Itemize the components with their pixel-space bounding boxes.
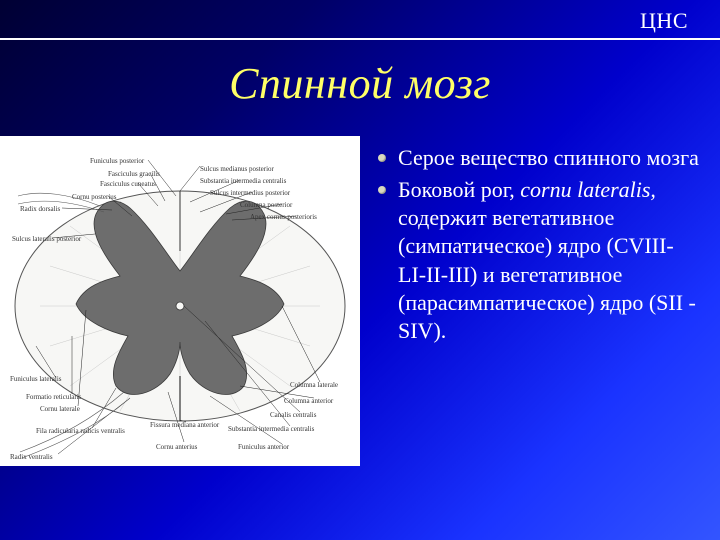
- page-title: Спинной мозг: [0, 58, 720, 109]
- anatomy-label: Columna posterior: [240, 202, 292, 209]
- anatomy-label: Fasciculus cuneatus: [100, 181, 156, 188]
- header-underline: [0, 38, 720, 40]
- anatomy-label: Radix dorsalis: [20, 206, 60, 213]
- anatomy-label: Columna laterale: [290, 382, 338, 389]
- anatomy-label: Sulcus intermedius posterior: [210, 190, 290, 197]
- bullet-item: Серое вещество спинного мозга: [378, 144, 700, 172]
- anatomy-label: Formatio reticularis: [26, 394, 81, 401]
- anatomy-figure: Funiculus posterior Fasciculus gracilis Fa…: [0, 136, 360, 466]
- bullet-text: Серое вещество спинного мозга: [398, 144, 700, 172]
- anatomy-label: Substantia intermedia centralis: [200, 178, 286, 185]
- anatomy-label: Substantia intermedia centralis: [228, 426, 314, 433]
- anatomy-label: Apex cornus posterioris: [250, 214, 317, 221]
- header-label: ЦНС: [640, 8, 688, 34]
- anatomy-label: Funiculus anterior: [238, 444, 289, 451]
- anatomy-label: Fila radicularia radicis ventralis: [36, 428, 125, 435]
- anatomy-label: Radix ventralis: [10, 454, 53, 461]
- anatomy-label: Columna anterior: [284, 398, 333, 405]
- anatomy-label: Sulcus lateralis posterior: [12, 236, 81, 243]
- anatomy-label: Canalis centralis: [270, 412, 316, 419]
- bullet-dot-icon: [378, 154, 386, 162]
- bullet-text: Боковой рог, cornu lateralis, содержит в…: [398, 176, 700, 345]
- content-row: Funiculus posterior Fasciculus gracilis Fa…: [0, 136, 720, 540]
- anatomy-label: Sulcus medianus posterior: [200, 166, 274, 173]
- anatomy-label: Cornu laterale: [40, 406, 80, 413]
- anatomy-label: Cornu posterius: [72, 194, 117, 201]
- anatomy-label: Funiculus posterior: [90, 158, 144, 165]
- anatomy-label: Fasciculus gracilis: [108, 171, 160, 178]
- bullet-dot-icon: [378, 186, 386, 194]
- anatomy-label: Funiculus lateralis: [10, 376, 62, 383]
- bullet-item: Боковой рог, cornu lateralis, содержит в…: [378, 176, 700, 345]
- bullet-list: Серое вещество спинного мозга Боковой рог…: [360, 136, 720, 540]
- anatomy-label: Fissura mediana anterior: [150, 422, 219, 429]
- anatomy-label: Cornu anterius: [156, 444, 197, 451]
